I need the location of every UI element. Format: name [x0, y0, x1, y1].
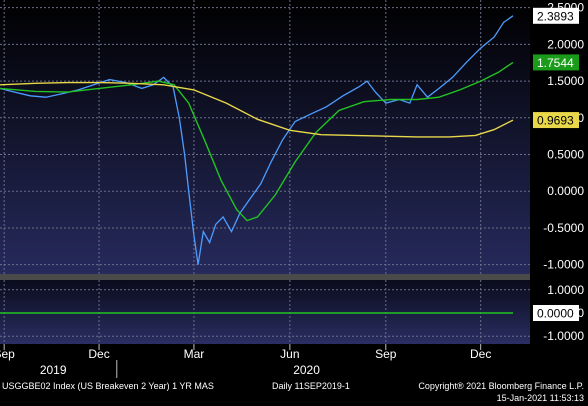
sub-y-tick-label: 1.0000 [547, 283, 584, 297]
last-value-tag [533, 112, 579, 129]
last-value-tag [533, 7, 579, 24]
last-value-label: 0.9693 [537, 114, 574, 128]
footer-ticker-label: USGGBE02 Index (US Breakeven 2 Year) 1 Y… [2, 381, 214, 391]
last-value-tag [533, 54, 579, 71]
last-value-label: 2.3893 [537, 9, 574, 23]
footer-period-label: Daily 11SEP2019-1 [272, 381, 350, 391]
y-tick-label: 1.5000 [547, 74, 584, 88]
panel-splitter[interactable] [0, 274, 530, 280]
x-tick-label: Dec [88, 347, 109, 361]
x-tick-label: Mar [184, 347, 205, 361]
lower-panel-background [0, 280, 530, 344]
sub-last-value-label: 0.0000 [537, 307, 574, 321]
y-tick-label: 2.0000 [547, 37, 584, 51]
x-tick-label: Sep [375, 347, 397, 361]
footer-copyright: Copyright® 2021 Bloomberg Finance L.P. [418, 381, 584, 391]
series-line [0, 81, 514, 138]
x-tick-label: Jun [280, 347, 299, 361]
y-tick-label: -0.5000 [543, 221, 584, 235]
sub-last-value-tag [533, 305, 579, 321]
last-value-label: 1.7544 [537, 56, 574, 70]
y-tick-label: -1.0000 [543, 258, 584, 272]
x-tick-label: Sep [0, 347, 15, 361]
x-year-label: 2019 [40, 363, 67, 377]
series-line [0, 61, 514, 222]
sub-y-tick-label: -1.0000 [543, 329, 584, 343]
footer-timestamp: 15-Jan-2021 11:53:13 [496, 393, 584, 403]
x-year-label: 2020 [293, 363, 320, 377]
y-tick-label: 0.5000 [547, 148, 584, 162]
x-tick-label: Dec [470, 347, 491, 361]
y-tick-label: 0.0000 [547, 184, 584, 198]
